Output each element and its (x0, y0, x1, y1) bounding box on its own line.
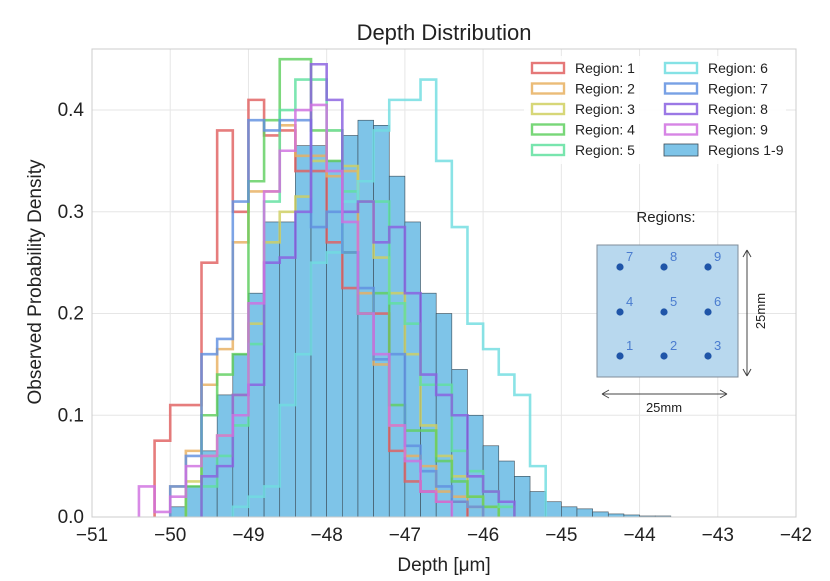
x-tick-label: −50 (154, 525, 186, 546)
y-tick-label: 0.2 (58, 304, 84, 325)
region-dot-label: 8 (670, 249, 677, 264)
region-dot (616, 308, 624, 316)
y-axis-label: Observed Probability Density (25, 159, 46, 404)
combined-histogram-bar (592, 511, 609, 518)
combined-histogram-bar (201, 450, 218, 518)
combined-histogram-bar (467, 414, 484, 518)
legend-label: Region: 8 (708, 101, 768, 117)
x-tick-label: −42 (780, 525, 812, 546)
legend-label: Regions 1-9 (708, 142, 784, 158)
y-tick-label: 0.3 (58, 202, 84, 223)
regions-inset: Regions: 7 8 9 4 5 6 1 2 3 25mm 25mm (596, 209, 768, 415)
combined-histogram-bar (326, 160, 343, 518)
combined-histogram-bar (498, 460, 515, 518)
legend-swatch (530, 123, 566, 136)
region-step-line (168, 118, 485, 517)
legend-swatch (663, 102, 699, 116)
combined-histogram-bar (545, 501, 562, 518)
combined-histogram-bar (576, 508, 593, 518)
y-tick-label: 0.0 (58, 507, 84, 528)
combined-histogram-bar (451, 369, 468, 518)
legend-label: Region: 1 (575, 60, 635, 76)
combined-histogram-bar (295, 145, 312, 518)
legend-swatch (530, 143, 566, 157)
chart-title: Depth Distribution (357, 20, 532, 45)
legend: Region: 1 Region: 2 Region: 3 Region: 4 Regi… (524, 56, 786, 164)
combined-histogram-bar (373, 125, 390, 518)
combined-histogram-bar (185, 486, 202, 518)
legend-label: Region: 3 (575, 101, 635, 117)
inset-title: Regions: (636, 209, 695, 226)
region-dot-label: 3 (714, 338, 721, 353)
legend-swatch (530, 61, 566, 75)
region-dot (660, 308, 668, 316)
height-label: 25mm (753, 293, 768, 329)
x-tick-label: −44 (623, 525, 656, 546)
combined-histogram-bar (420, 292, 437, 518)
region-step-lines (137, 57, 547, 517)
region-dot-label: 2 (670, 338, 677, 353)
x-tick-label: −48 (311, 525, 343, 546)
legend-swatch (663, 61, 699, 75)
combined-histogram-bar (248, 292, 265, 518)
legend-label: Region: 5 (575, 142, 635, 158)
combined-histogram-bar (514, 476, 531, 518)
legend-box (524, 56, 786, 164)
combined-histogram-bar (357, 119, 374, 518)
y-tick-label: 0.1 (58, 405, 84, 426)
region-step-line (231, 78, 547, 517)
combined-histogram-bar (263, 221, 281, 518)
x-tick-label: −47 (389, 525, 421, 546)
x-tick-label: −43 (702, 525, 734, 546)
legend-label: Region: 9 (708, 122, 768, 138)
legend-swatch (663, 123, 699, 136)
region-dot (660, 263, 668, 271)
region-step-line (137, 103, 454, 517)
region-dot-label: 7 (626, 249, 633, 264)
legend-label: Region: 2 (575, 81, 635, 97)
combined-histogram-bar (404, 221, 421, 518)
region-dot-label: 6 (714, 294, 721, 309)
x-tick-label: −46 (467, 525, 499, 546)
x-tick-label: −51 (76, 525, 108, 546)
legend-label: Region: 6 (708, 60, 768, 76)
combined-histogram-bar (232, 353, 249, 518)
x-tick-label: −45 (545, 525, 577, 546)
region-step-line (153, 98, 469, 517)
combined-histogram-bar (169, 506, 187, 518)
combined-histogram-bar (279, 221, 296, 518)
region-dot-label: 9 (714, 249, 721, 264)
legend-label: Region: 7 (708, 81, 768, 97)
legend-label: Region: 4 (575, 122, 635, 138)
y-tick-label: 0.4 (58, 100, 85, 121)
plot-frame (91, 48, 797, 518)
legend-swatch (530, 102, 566, 116)
region-dot (616, 263, 624, 271)
region-dot (616, 352, 624, 360)
region-dot (704, 263, 712, 271)
region-dot (704, 352, 712, 360)
region-dot-label: 5 (670, 294, 677, 309)
legend-swatch (530, 82, 566, 95)
width-arrow-heads (601, 389, 728, 399)
region-dot (704, 308, 712, 316)
combined-histogram-bar (561, 506, 578, 518)
combined-histogram-bar (310, 145, 327, 518)
height-arrow-heads (742, 249, 752, 377)
legend-swatch (663, 143, 699, 157)
region-dot (660, 352, 668, 360)
legend-swatch (663, 82, 699, 95)
region-dot-label: 1 (626, 338, 633, 353)
x-tick-label: −49 (232, 525, 264, 546)
width-label: 25mm (646, 400, 682, 415)
x-axis-label: Depth [μm] (397, 555, 490, 576)
axis-ticks: −51 −50 −49 −48 −47 −46 −45 −44 −43 −42 0.0 0.1 0.2 0… (58, 100, 813, 546)
combined-histogram-bar (529, 491, 546, 518)
region-dot-label: 4 (626, 294, 633, 309)
